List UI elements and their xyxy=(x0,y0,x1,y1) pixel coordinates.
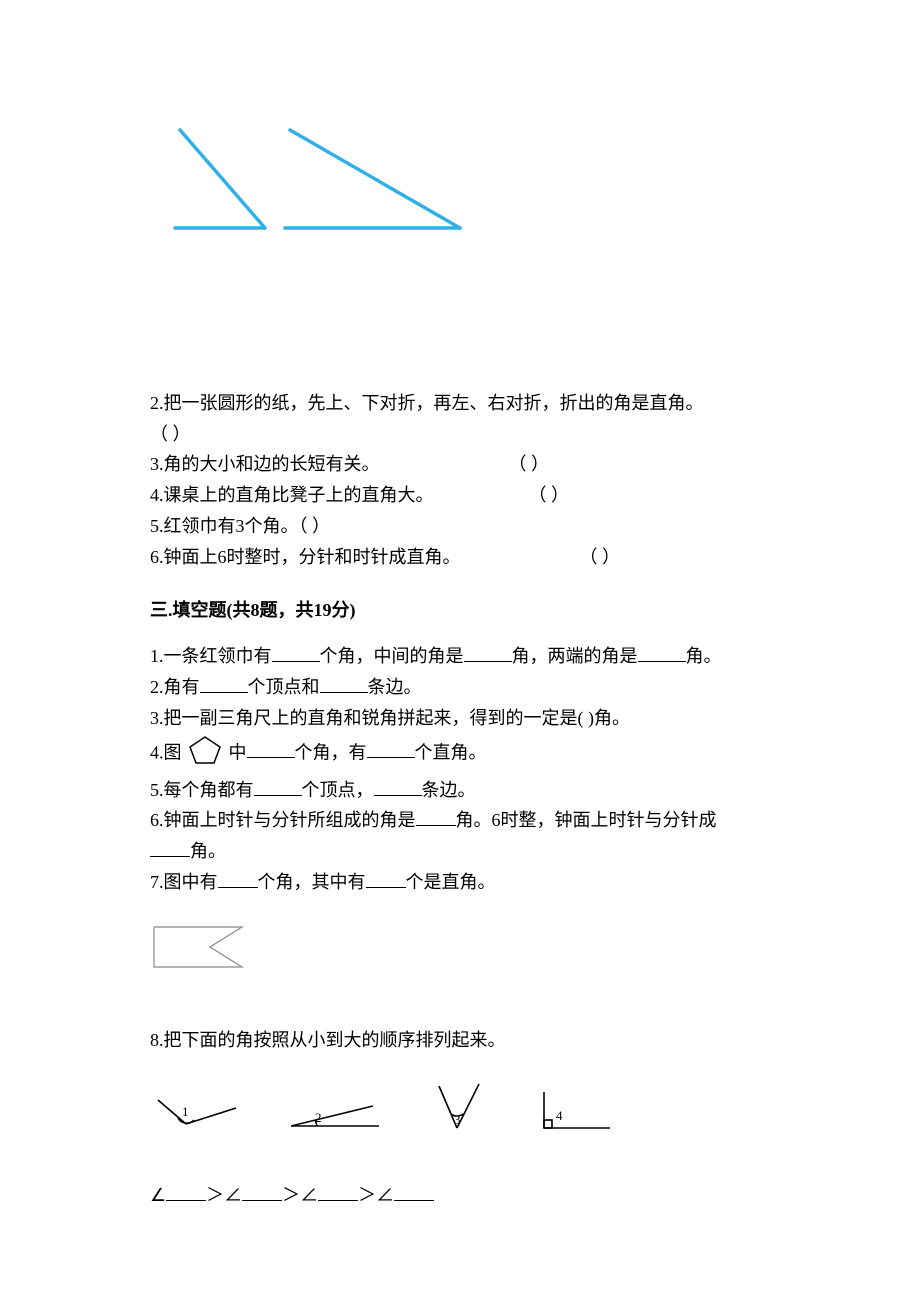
fill-q5-a: 5.每个角都有 xyxy=(150,780,254,800)
fill-q2-b: 个顶点和 xyxy=(248,677,320,697)
order-blank-1[interactable] xyxy=(166,1183,206,1201)
fill-q3-text: 3.把一副三角尺上的直角和锐角拼起来，得到的一定是( )角。 xyxy=(150,708,630,728)
angle-1-label: 1 xyxy=(182,1104,189,1119)
order-gt-1: ＞ xyxy=(206,1185,224,1205)
fill-q4-blank1[interactable] xyxy=(247,740,295,758)
fill-q3: 3.把一副三角尺上的直角和锐角拼起来，得到的一定是( )角。 xyxy=(150,704,770,733)
notch-shape-block xyxy=(150,923,770,980)
angle-4-label: 4 xyxy=(556,1108,563,1123)
angle-3-label: 3 xyxy=(454,1112,461,1127)
judge-q3-paren: （ ） xyxy=(509,454,550,474)
fill-q7-a: 7.图中有 xyxy=(150,872,218,892)
fill-q1-a: 1.一条红领巾有 xyxy=(150,646,272,666)
angle-3: 3 xyxy=(429,1082,489,1141)
angle-order-line: ∠＞∠＞∠＞∠ xyxy=(150,1181,770,1210)
judge-q2-paren-line: （ ） xyxy=(150,420,770,449)
angle-2-label: 2 xyxy=(315,1110,322,1125)
pentagon-shape xyxy=(188,735,222,774)
fill-q7-c: 个是直角。 xyxy=(406,872,496,892)
fill-q6-b: 角。6时整，钟面上时针与分针成 xyxy=(456,810,717,830)
judge-q6-paren: （ ） xyxy=(580,547,621,567)
fill-q1-d: 角。 xyxy=(686,646,722,666)
page-container: 2.把一张圆形的纸，先上、下对折，再左、右对折，折出的角是直角。 （ ） 3.角… xyxy=(0,0,920,1250)
order-gt-3: ＞ xyxy=(358,1185,376,1205)
fill-q1-blank1[interactable] xyxy=(272,644,320,662)
fill-q1-blank3[interactable] xyxy=(638,644,686,662)
order-angle-1: ∠ xyxy=(150,1185,166,1205)
fill-q4-a: 4.图 xyxy=(150,742,182,762)
fill-q5-b: 个顶点， xyxy=(302,780,374,800)
fill-q4-b: 中 xyxy=(229,742,247,762)
section-3-heading: 三.填空题(共8题，共19分) xyxy=(150,596,770,625)
judge-q6-text: 6.钟面上6时整时，分针和时针成直角。 xyxy=(150,547,461,567)
fill-q2-c: 条边。 xyxy=(368,677,422,697)
order-blank-3[interactable] xyxy=(318,1183,358,1201)
judge-q3: 3.角的大小和边的长短有关。 （ ） xyxy=(150,450,770,479)
judge-q5: 5.红领巾有3个角。（ ） xyxy=(150,512,770,541)
fill-q7-blank2[interactable] xyxy=(366,870,406,888)
fill-q6-blank1[interactable] xyxy=(416,808,456,826)
judge-q2-text: 2.把一张圆形的纸，先上、下对折，再左、右对折，折出的角是直角。 xyxy=(150,393,704,413)
order-angle-2: ∠ xyxy=(224,1185,242,1205)
fill-q6-line2: 角。 xyxy=(150,837,770,866)
order-angle-3: ∠ xyxy=(300,1185,318,1205)
fill-q5-blank1[interactable] xyxy=(254,778,302,796)
fill-q6-a: 6.钟面上时针与分针所组成的角是 xyxy=(150,810,416,830)
fill-q1-c: 角，两端的角是 xyxy=(512,646,638,666)
fill-q4-blank2[interactable] xyxy=(367,740,415,758)
judge-q5-text: 5.红领巾有3个角。（ ） xyxy=(150,516,330,536)
two-angles-diagram xyxy=(160,110,480,240)
notch-rectangle xyxy=(150,923,250,971)
judge-q3-text: 3.角的大小和边的长短有关。 xyxy=(150,454,380,474)
pentagon-icon xyxy=(188,735,222,765)
judge-q2: 2.把一张圆形的纸，先上、下对折，再左、右对折，折出的角是直角。 xyxy=(150,389,770,418)
fill-q8-text: 8.把下面的角按照从小到大的顺序排列起来。 xyxy=(150,1030,506,1050)
fill-q6-blank2[interactable] xyxy=(150,839,190,857)
order-gt-2: ＞ xyxy=(282,1185,300,1205)
order-blank-2[interactable] xyxy=(242,1183,282,1201)
fill-q4-c: 个角，有 xyxy=(295,742,367,762)
fill-q7-blank1[interactable] xyxy=(218,870,258,888)
judge-q4: 4.课桌上的直角比凳子上的直角大。 （ ） xyxy=(150,481,770,510)
fill-q7: 7.图中有 个角，其中有 个是直角。 xyxy=(150,868,770,897)
fill-q2: 2.角有 个顶点和 条边。 xyxy=(150,673,770,702)
fill-q4-d: 个直角。 xyxy=(415,742,487,762)
fill-q2-blank1[interactable] xyxy=(200,675,248,693)
judge-q6: 6.钟面上6时整时，分针和时针成直角。 （ ） xyxy=(150,543,770,572)
judge-q4-text: 4.课桌上的直角比凳子上的直角大。 xyxy=(150,485,434,505)
angles-row: 1 2 3 xyxy=(150,1082,770,1141)
order-angle-4: ∠ xyxy=(376,1185,394,1205)
fill-q6: 6.钟面上时针与分针所组成的角是 角。6时整，钟面上时针与分针成 xyxy=(150,806,770,835)
fill-q2-blank2[interactable] xyxy=(320,675,368,693)
angle-4: 4 xyxy=(534,1088,614,1141)
fill-q8: 8.把下面的角按照从小到大的顺序排列起来。 xyxy=(150,1026,770,1055)
fill-q5-c: 条边。 xyxy=(422,780,476,800)
fill-q5-blank2[interactable] xyxy=(374,778,422,796)
angle-2: 2 xyxy=(285,1100,385,1141)
fill-q2-a: 2.角有 xyxy=(150,677,200,697)
fill-q4: 4.图 中 个角，有 个直角。 xyxy=(150,735,770,774)
order-blank-4[interactable] xyxy=(394,1183,434,1201)
angle-1: 1 xyxy=(150,1092,240,1141)
fill-q1-blank2[interactable] xyxy=(464,644,512,662)
fill-q5: 5.每个角都有 个顶点， 条边。 xyxy=(150,776,770,805)
fill-q7-b: 个角，其中有 xyxy=(258,872,366,892)
judge-q4-paren: （ ） xyxy=(529,485,570,505)
section-3-heading-text: 三.填空题(共8题，共19分) xyxy=(150,600,356,620)
fill-q6-c: 角。 xyxy=(190,841,226,861)
judge-q2-paren: （ ） xyxy=(150,424,191,444)
fill-q1: 1.一条红领巾有 个角，中间的角是 角，两端的角是 角。 xyxy=(150,642,770,671)
fill-q1-b: 个角，中间的角是 xyxy=(320,646,464,666)
top-angle-figure xyxy=(150,110,770,249)
